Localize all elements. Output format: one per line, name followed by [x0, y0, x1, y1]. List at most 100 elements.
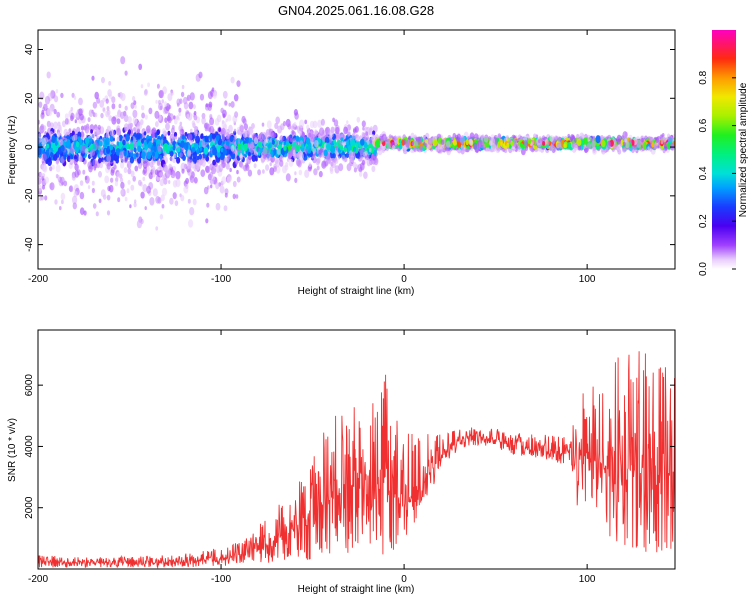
spectrogram-cell	[186, 94, 191, 102]
spectrogram-cell	[230, 101, 235, 108]
spectrogram-cell	[606, 140, 612, 149]
spectrogram-cell	[329, 168, 334, 175]
spectrogram-cell	[165, 122, 170, 131]
spectrogram-cell	[189, 175, 195, 184]
spectrogram-cell	[205, 165, 211, 174]
spectrogram-cell	[143, 131, 147, 136]
spectrogram-cell	[187, 133, 193, 141]
spectrogram-cell	[116, 127, 121, 136]
spectrogram-cell	[291, 129, 295, 135]
spectrogram-cell	[440, 139, 445, 146]
spectrogram-cell	[124, 196, 128, 202]
spectrogram-cell	[133, 202, 137, 208]
spectrogram-cell	[160, 139, 164, 144]
spectrogram-cell	[363, 171, 368, 179]
spectrogram-cell	[82, 169, 86, 175]
spectrogram-cell	[132, 95, 136, 102]
spectrogram-cell	[54, 141, 58, 146]
spectrogram-cell	[185, 183, 189, 189]
spectrogram-cell	[251, 154, 256, 162]
spectrogram-cell	[229, 135, 234, 143]
spectrogram-cell	[235, 194, 239, 199]
spectrogram-cell	[233, 134, 237, 140]
spectrogram-cell	[123, 123, 129, 132]
spectrogram-cell	[155, 195, 161, 204]
spectrogram-cell	[262, 147, 268, 156]
spectrogram-cell	[190, 128, 193, 133]
spectrogram-cell	[212, 159, 217, 166]
spectrogram-cell	[117, 109, 121, 115]
spectrogram-cell	[58, 124, 62, 131]
spectrogram-cell	[83, 125, 88, 131]
spectrogram-cell	[225, 162, 230, 170]
spectrogram-cell	[102, 159, 106, 164]
spectrogram-cell	[129, 151, 134, 158]
spectrogram-cell	[219, 185, 225, 194]
spectrogram-cell	[314, 140, 319, 148]
spectrogram-cell	[53, 154, 58, 161]
spectrogram-cell	[46, 71, 51, 79]
spectrogram-cell	[218, 163, 224, 172]
spectrogram-cell	[298, 130, 302, 136]
spectrogram-cell	[391, 145, 396, 151]
spectrogram-cell	[195, 135, 200, 144]
spectrogram-cell	[101, 76, 105, 84]
spectrogram-cell	[201, 140, 206, 148]
spectrogram-cell	[122, 139, 126, 146]
spectrogram-cell	[102, 107, 106, 112]
spectrogram-cell	[161, 174, 166, 181]
spectrogram-cell	[398, 143, 403, 150]
spectrogram-cell	[630, 145, 636, 153]
spectrogram-cell	[98, 171, 102, 178]
spectrogram-cell	[216, 151, 221, 158]
spectrogram-cell	[196, 155, 200, 161]
spectrogram-cell	[110, 129, 115, 137]
spectrogram-cell	[343, 126, 348, 135]
spectrogram-cell	[178, 107, 182, 113]
spectrogram-cell	[225, 132, 230, 140]
spectrogram-cell	[156, 129, 160, 136]
spectrogram-cell	[283, 145, 287, 151]
spectrogram-cell	[468, 138, 473, 146]
spectrogram-cell	[60, 192, 66, 201]
spectrogram-cell	[170, 127, 175, 134]
spectrogram-cell	[169, 150, 174, 157]
spectrogram-cell	[99, 162, 103, 169]
spectrogram-cell	[80, 131, 85, 138]
spectrogram-cell	[234, 111, 239, 118]
spectrogram-cell	[211, 133, 216, 140]
spectrogram-cell	[222, 148, 227, 156]
spectrogram-cell	[542, 141, 546, 146]
spectrogram-cell	[360, 138, 365, 146]
spectrogram-cell	[220, 147, 224, 153]
spectrogram-cell	[133, 100, 137, 106]
spectrogram-cell	[127, 116, 132, 124]
spectrogram-cell	[106, 145, 110, 151]
spectrogram-cell	[333, 139, 337, 145]
spectrogram-cell	[203, 186, 209, 195]
spectrogram-cell	[343, 147, 347, 153]
spectrogram-cell	[308, 162, 312, 167]
spectrogram-cell	[124, 70, 128, 76]
spectrogram-cell	[120, 189, 124, 196]
spectrogram-cell	[361, 120, 366, 128]
spectrogram-cell	[157, 139, 161, 145]
spectrogram-cell	[227, 154, 231, 160]
spectrogram-cell	[79, 180, 84, 186]
spectrogram-cell	[186, 114, 190, 119]
spectrogram-cell	[242, 118, 247, 125]
spectrogram-cell	[79, 207, 85, 215]
spectrogram-cell	[168, 180, 171, 184]
spectrogram-cell	[210, 184, 213, 189]
spectrogram-cell	[177, 116, 180, 121]
spectrogram-cell	[77, 131, 82, 139]
spectrogram-cell	[228, 102, 231, 107]
spectrogram-cell	[64, 137, 67, 142]
spectrogram-cell	[232, 193, 236, 200]
spectrogram-cell	[445, 140, 451, 148]
spectrogram-cell	[98, 198, 102, 203]
spectrogram-cell	[93, 127, 99, 136]
spectrogram-cell	[38, 133, 42, 139]
spectrogram-cell	[222, 113, 226, 119]
spectrogram-cell	[61, 199, 64, 205]
